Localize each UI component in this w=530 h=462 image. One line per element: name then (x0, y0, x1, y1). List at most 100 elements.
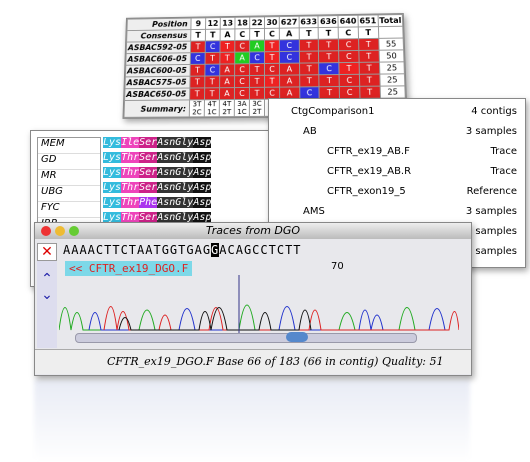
residue: Thr (121, 212, 140, 223)
base-cell: T (249, 63, 265, 76)
base-cell: C (319, 62, 340, 75)
tree-info: Trace (490, 166, 517, 177)
tree-item[interactable]: CFTR_ex19_AB.F Trace (269, 143, 525, 161)
base-cell: C (249, 51, 265, 64)
position: 640 (338, 15, 359, 28)
consensus-base: T (318, 27, 339, 40)
base-cell: A (219, 87, 235, 100)
consensus-base: T (249, 28, 265, 41)
delete-button[interactable]: ✕ (37, 243, 57, 261)
base-cell: A (279, 63, 300, 76)
total: 25 (379, 73, 406, 87)
base-cell: C (264, 63, 280, 76)
residue: Gly (175, 137, 194, 148)
sample-name[interactable]: MR (38, 170, 100, 186)
close[interactable] (41, 226, 51, 236)
base-cell: T (358, 50, 380, 63)
tree-label: CFTR_ex19_AB.R (327, 166, 412, 177)
bases: ACAGCCTCTT (219, 243, 302, 257)
tree-label: AMS (303, 206, 325, 217)
row-name: ASBAC650-05 (124, 88, 190, 101)
status-bar: CFTR_ex19_DGO.F Base 66 of 183 (66 in co… (35, 349, 471, 374)
header-cell: Total (377, 14, 404, 27)
residue: Gly (175, 212, 194, 223)
position: 636 (318, 15, 339, 28)
header-cell: Position (127, 18, 192, 31)
residue: Gly (175, 182, 194, 193)
summary-cell: 3C 2T (249, 99, 265, 117)
residue: Gly (175, 197, 194, 208)
base-cell: T (318, 38, 339, 52)
tree-label: CtgComparison1 (291, 106, 375, 117)
residue: Gly (175, 152, 194, 163)
zoom[interactable] (69, 226, 79, 236)
down-button[interactable]: ⌄ (41, 287, 53, 303)
tree-item[interactable]: AMS 3 samples (269, 203, 525, 221)
base-cell: T (219, 40, 235, 53)
consensus-base: A (220, 28, 235, 41)
base-cell: T (264, 75, 280, 88)
residue: Thr (121, 197, 140, 208)
sample-name[interactable]: UBG (38, 186, 100, 202)
up-button[interactable]: ⌃ (41, 271, 53, 287)
base-cell: C (339, 74, 360, 87)
chromatogram (59, 275, 459, 333)
base-cell: T (190, 64, 206, 77)
base-cell: T (318, 50, 339, 63)
consensus-base: A (279, 27, 300, 40)
total: 55 (378, 38, 404, 51)
consensus-base: C (338, 26, 359, 39)
residue: Ile (121, 137, 140, 148)
base-cell: T (359, 86, 381, 99)
scrollbar[interactable] (75, 332, 417, 343)
position: 627 (279, 16, 299, 29)
position-label: 70 (331, 261, 344, 272)
consensus-base: C (264, 28, 280, 41)
tree-item[interactable]: CFTR_exon19_5 Reference (269, 183, 525, 201)
tree-info: samples (475, 246, 517, 257)
residue: Ser (139, 152, 158, 163)
summary-cell: 4T 1C (204, 99, 220, 117)
tree-item: samples (269, 243, 525, 261)
tree-label: AB (303, 126, 317, 137)
base-cell: T (319, 74, 340, 87)
current-base: G (211, 243, 220, 257)
sample-name[interactable]: GD (38, 154, 100, 170)
base-cell: C (190, 52, 206, 65)
bases: AAAACTTCTAATGGTGAG (63, 243, 212, 257)
summary-cell: 4T 2T (219, 99, 235, 117)
total: 50 (378, 49, 405, 63)
consensus-base: T (190, 29, 206, 42)
residue: Thr (121, 167, 140, 178)
residue: Ser (139, 182, 158, 193)
consensus-base: C (234, 28, 250, 41)
residue: Lys (103, 137, 122, 148)
residue: Asp (193, 152, 212, 163)
tree-item[interactable]: CFTR_ex19_AB.R Trace (269, 163, 525, 181)
base-cell: T (299, 74, 320, 87)
total: 25 (379, 85, 406, 99)
summary-cell: 3A 1C (234, 99, 250, 117)
tree-label: CFTR_ex19_AB.F (327, 146, 410, 157)
residue: Asn (157, 137, 176, 148)
base-cell: T (205, 52, 220, 65)
sample-name[interactable]: FYC (38, 202, 100, 218)
base-cell: T (319, 86, 340, 99)
residue: Lys (103, 182, 122, 193)
trace-c (88, 306, 446, 331)
protein-row: LysThrSerAsnGlyAsp (103, 212, 212, 227)
toolbar: ✕ ⌃ ⌄ (37, 243, 57, 348)
base-cell: C (234, 63, 250, 76)
minimize[interactable] (55, 226, 65, 236)
base-cell: T (190, 40, 206, 53)
residue: Asp (193, 137, 212, 148)
total: 25 (379, 61, 405, 75)
residue: Ser (139, 212, 158, 223)
base-cell: C (205, 40, 221, 53)
base-cell: T (299, 51, 320, 64)
sample-name[interactable]: MEM (38, 138, 100, 154)
summary-cell: 3T 2C (189, 99, 205, 117)
tree-item[interactable]: CtgComparison1 4 contigs (269, 103, 525, 121)
residue: Thr (121, 182, 140, 193)
tree-item[interactable]: AB 3 samples (269, 123, 525, 141)
